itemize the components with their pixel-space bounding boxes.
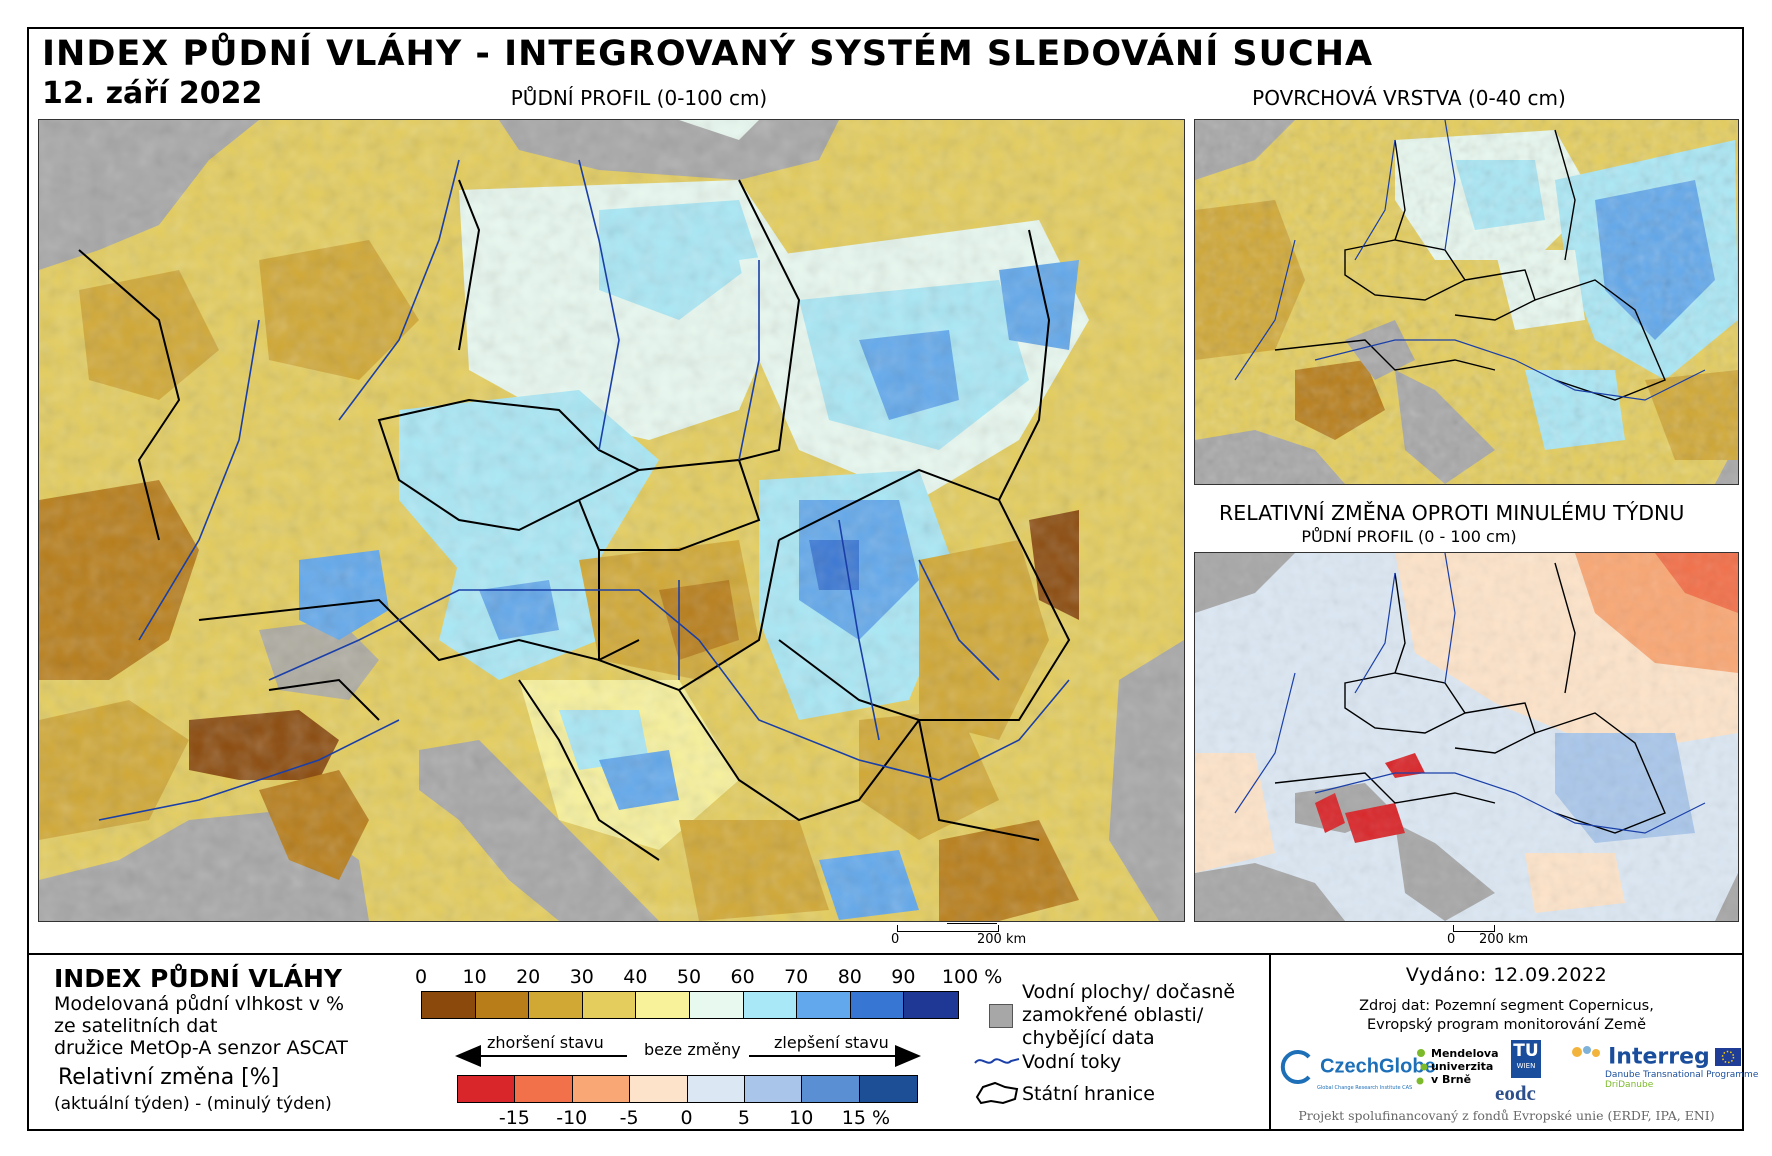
- weekly-change-map: [1194, 552, 1739, 922]
- moisture-swatch: [529, 992, 583, 1018]
- change-tick-label: -5: [619, 1107, 639, 1129]
- moisture-tick-label: 20: [516, 966, 541, 988]
- worse-arrow: [479, 1055, 627, 1057]
- water-bodies-label: chybějící data: [1022, 1027, 1155, 1049]
- funding-note: Projekt spolufinancovaný z fondů Evropsk…: [1298, 1108, 1715, 1123]
- soil-profile-map: [38, 119, 1185, 922]
- scale-bar-small: [1453, 925, 1495, 932]
- czechglobe-text: CzechGlobe: [1320, 1055, 1436, 1078]
- legend-description: Modelovaná půdní vlhkost v %: [54, 993, 345, 1015]
- change-tick-label: 15 %: [841, 1107, 891, 1129]
- moisture-swatch: [636, 992, 690, 1018]
- moisture-tick-label: 40: [623, 966, 648, 988]
- relative-change-subtitle: (aktuální týden) - (minulý týden): [54, 1094, 332, 1114]
- change-tick-label: 10: [789, 1107, 814, 1129]
- moisture-swatch: [689, 992, 744, 1018]
- arrow-left-icon: [455, 1045, 481, 1067]
- river-line-icon: [974, 1058, 1020, 1064]
- arrow-right-icon: [895, 1045, 921, 1067]
- moisture-tick-label: 10: [462, 966, 487, 988]
- moisture-swatch: [743, 992, 798, 1018]
- mendel-text: Mendelova univerzita v Brně: [1431, 1047, 1499, 1086]
- change-swatch: [744, 1076, 803, 1102]
- scale-start-small: 0: [1447, 932, 1456, 947]
- moisture-tick-label: 70: [784, 966, 809, 988]
- divider: [29, 953, 1742, 955]
- change-swatch: [458, 1076, 516, 1102]
- moisture-tick-label: 90: [891, 966, 916, 988]
- no-change-label: beze změny: [644, 1040, 741, 1059]
- moisture-swatch: [582, 992, 637, 1018]
- moisture-swatch: [904, 992, 958, 1018]
- moisture-swatch: [475, 992, 530, 1018]
- moisture-swatch: [797, 992, 851, 1018]
- czechglobe-logo: CzechGlobe Global Change Research Instit…: [1279, 1049, 1436, 1091]
- interreg-logo: Interreg Danube Transnational Programme …: [1569, 1044, 1758, 1090]
- eodc-logo: eodc: [1495, 1081, 1536, 1105]
- change-ticks: [29, 1107, 30, 1108]
- water-bodies-label: zamokřené oblasti/: [1022, 1004, 1204, 1026]
- czechglobe-subtext: Global Change Research Institute CAS: [1317, 1085, 1413, 1091]
- surface-layer-map: [1194, 119, 1739, 485]
- date-label: 12. září 2022: [42, 76, 263, 111]
- moisture-ticks: [29, 967, 30, 968]
- rivers-label: Vodní toky: [1022, 1051, 1122, 1073]
- scale-bar: [897, 925, 999, 932]
- surface-map-title: POVRCHOVÁ VRSTVA (0-40 cm): [1252, 86, 1566, 110]
- moisture-swatch: [422, 992, 476, 1018]
- dots-icon: [1416, 1049, 1428, 1085]
- change-colorbar: [457, 1075, 918, 1103]
- borders-label: Státní hranice: [1022, 1083, 1155, 1105]
- main-title: INDEX PŮDNÍ VLÁHY - INTEGROVANÝ SYSTÉM S…: [42, 34, 1374, 74]
- change-map-title: RELATIVNÍ ZMĚNA OPROTI MINULÉMU TÝDNU: [1219, 501, 1685, 525]
- better-arrow: [749, 1055, 897, 1057]
- divider: [1269, 955, 1271, 1131]
- scale-end-small: 200 km: [1479, 932, 1529, 947]
- moisture-tick-label: 50: [676, 966, 702, 988]
- change-swatch: [572, 1076, 631, 1102]
- change-swatch: [687, 1076, 745, 1102]
- water-bodies-label: Vodní plochy/ dočasně: [1022, 981, 1236, 1003]
- main-map-title: PŮDNÍ PROFIL (0-100 cm): [510, 86, 768, 110]
- mendel-logo: Mendelova univerzita v Brně: [1415, 1047, 1499, 1086]
- moisture-swatch: [850, 992, 905, 1018]
- legend-title: INDEX PŮDNÍ VLÁHY: [54, 964, 342, 993]
- better-label: zlepšení stavu: [774, 1033, 889, 1052]
- change-swatch: [630, 1076, 688, 1102]
- change-tick-label: 0: [680, 1107, 693, 1129]
- scale-end: 200 km: [977, 932, 1027, 947]
- worse-label: zhoršení stavu: [487, 1033, 604, 1052]
- source-text: Zdroj dat: Pozemní segment Copernicus,: [1359, 998, 1654, 1014]
- map-poster: INDEX PŮDNÍ VLÁHY - INTEGROVANÝ SYSTÉM S…: [27, 27, 1758, 1131]
- scale-start: 0: [891, 932, 900, 947]
- change-map-subtitle: PŮDNÍ PROFIL (0 - 100 cm): [1301, 527, 1517, 546]
- people-icon: [1572, 1046, 1600, 1057]
- moisture-tick-label: 60: [730, 966, 755, 988]
- moisture-tick-label: 80: [837, 966, 862, 988]
- change-swatch: [859, 1076, 917, 1102]
- water-bodies-swatch: [989, 1004, 1013, 1028]
- relative-change-title: Relativní změna [%]: [58, 1065, 280, 1090]
- legend-description: ze satelitních dat: [54, 1015, 218, 1037]
- source-text: Evropský program monitorování Země: [1366, 1017, 1647, 1033]
- moisture-tick-label: 100 %: [941, 966, 1003, 988]
- change-tick-label: -10: [556, 1107, 588, 1129]
- moisture-tick-label: 0: [414, 966, 428, 988]
- legend-description: družice MetOp-A senzor ASCAT: [54, 1037, 348, 1059]
- moisture-tick-label: 30: [569, 966, 594, 988]
- change-tick-label: 5: [737, 1107, 750, 1129]
- issued-date: Vydáno: 12.09.2022: [1405, 964, 1608, 986]
- change-tick-label: -15: [498, 1107, 530, 1129]
- globe-icon: [1280, 1050, 1311, 1084]
- change-swatch: [515, 1076, 573, 1102]
- border-outline-icon: [975, 1081, 1019, 1105]
- tu-wien-logo: TU WIEN: [1511, 1040, 1541, 1078]
- moisture-colorbar: [421, 991, 959, 1019]
- change-swatch: [802, 1076, 860, 1102]
- eu-flag-icon: [1714, 1048, 1741, 1066]
